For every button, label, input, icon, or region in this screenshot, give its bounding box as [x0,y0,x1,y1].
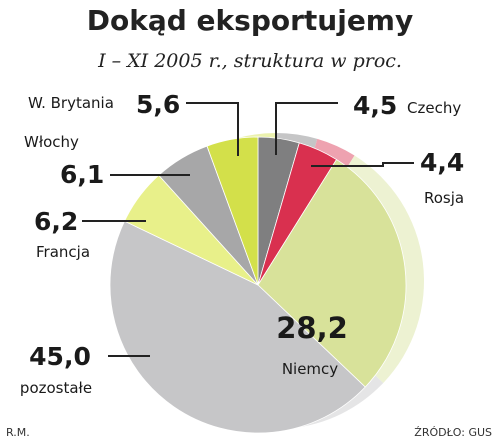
slice-w-brytania [206,136,259,286]
category-label-pozostale: pozostałe [20,379,92,397]
leader-line-w-brytania [186,102,239,156]
value-label-w-brytania: 5,6 [136,90,180,119]
category-label-w-brytania: W. Brytania [28,94,114,112]
chart-subtitle: I – XI 2005 r., struktura w proc. [98,50,402,72]
chart-title: Dokąd eksportujemy [86,4,414,37]
category-label-wlochy: Włochy [24,133,79,151]
category-label-czechy: Czechy [407,99,461,117]
value-label-czechy: 4,5 [353,91,397,120]
slice-pozostale [109,220,366,434]
value-label-niemcy: 28,2 [276,311,348,345]
value-label-pozostale: 45,0 [29,342,91,371]
author-credit: R.M. [6,426,30,439]
category-label-niemcy: Niemcy [282,360,338,378]
category-label-rosja: Rosja [424,189,464,207]
leader-line-rosja [311,162,414,167]
value-label-rosja: 4,4 [420,148,464,177]
slice-niemcy [257,158,407,388]
source-note: ŹRÓDŁO: GUS [414,426,492,439]
value-label-francja: 6,2 [34,207,78,236]
leader-line-czechy [275,102,338,155]
category-label-francja: Francja [36,243,90,261]
value-label-wlochy: 6,1 [60,160,104,189]
